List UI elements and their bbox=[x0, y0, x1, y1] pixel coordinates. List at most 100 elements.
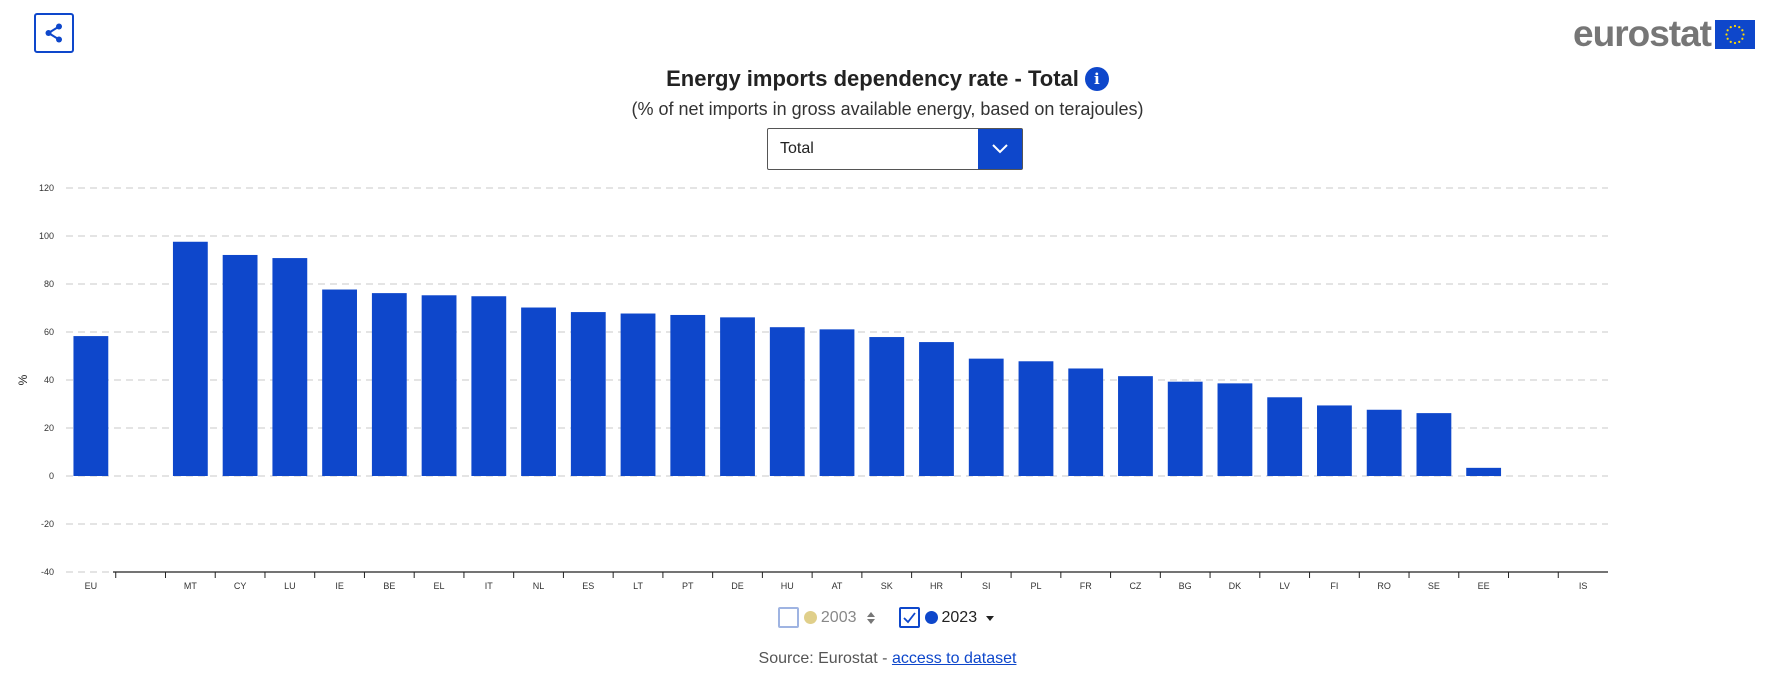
bar-nl[interactable] bbox=[521, 307, 556, 476]
flag-star bbox=[1742, 32, 1745, 36]
checkmark-icon bbox=[902, 612, 916, 624]
x-tick-label: PL bbox=[1030, 581, 1041, 591]
bar-fi[interactable] bbox=[1317, 405, 1352, 476]
legend-dot-2023 bbox=[924, 611, 938, 624]
flag-star bbox=[1738, 25, 1741, 28]
x-tick-label: DK bbox=[1229, 581, 1242, 591]
bar-be[interactable] bbox=[371, 293, 407, 476]
access-dataset-link[interactable]: access to dataset bbox=[891, 650, 1017, 667]
bar-sk[interactable] bbox=[869, 337, 905, 476]
x-tick-label: IE bbox=[335, 581, 344, 591]
source-text: Source: Eurostat - bbox=[758, 650, 892, 667]
bar-hr[interactable] bbox=[919, 342, 954, 476]
legend-item-2023[interactable]: 2023 bbox=[898, 607, 998, 628]
y-tick-label: 100 bbox=[39, 231, 54, 241]
flag-star bbox=[1726, 37, 1729, 40]
bar-chart: 120 100 80 60 40 20 0 -20 -40% EU MT CY LU IE BE EL IT NL… bbox=[16, 183, 1608, 591]
flag-star bbox=[1725, 32, 1728, 36]
bar-se[interactable] bbox=[1416, 413, 1452, 476]
flag-star bbox=[1729, 40, 1732, 43]
x-tick-label: DE bbox=[731, 581, 744, 591]
bar-es[interactable] bbox=[570, 312, 606, 476]
bar-ro[interactable] bbox=[1366, 409, 1402, 476]
indicator-select-value: Total bbox=[780, 140, 814, 157]
bar-at[interactable] bbox=[819, 329, 855, 476]
x-tick-label: EL bbox=[434, 581, 445, 591]
y-tick-label: 20 bbox=[44, 423, 54, 433]
flag-star bbox=[1741, 37, 1744, 40]
bar-ee[interactable] bbox=[1466, 467, 1502, 476]
flag-star bbox=[1738, 40, 1741, 43]
flag-star bbox=[1733, 41, 1737, 44]
bar-hu[interactable] bbox=[769, 327, 805, 476]
x-tick-label: CZ bbox=[1129, 581, 1141, 591]
caret-down-icon[interactable] bbox=[983, 611, 997, 625]
x-tick-label: PT bbox=[682, 581, 694, 591]
bar-lv[interactable] bbox=[1267, 397, 1303, 476]
bar-ie[interactable] bbox=[322, 289, 357, 476]
y-tick-label: 80 bbox=[44, 279, 54, 289]
share-button[interactable] bbox=[34, 13, 74, 53]
flag-star bbox=[1733, 24, 1737, 27]
x-tick-label: BE bbox=[383, 581, 395, 591]
source-line: Source: Eurostat - access to dataset bbox=[0, 650, 1775, 668]
x-tick-label: BG bbox=[1179, 581, 1192, 591]
x-tick-label: RO bbox=[1377, 581, 1391, 591]
bar-lt[interactable] bbox=[620, 313, 656, 476]
bar-fr[interactable] bbox=[1068, 368, 1104, 476]
y-tick-label: -20 bbox=[41, 519, 54, 529]
bar-de[interactable] bbox=[720, 317, 755, 476]
flag-star bbox=[1729, 25, 1732, 28]
x-tick-label: SI bbox=[982, 581, 991, 591]
x-tick-label: HR bbox=[930, 581, 943, 591]
x-tick-label: LT bbox=[633, 581, 643, 591]
y-axis-label: % bbox=[16, 374, 30, 385]
bar-si[interactable] bbox=[968, 358, 1004, 476]
x-tick-label: LU bbox=[284, 581, 296, 591]
x-tick-label: LV bbox=[1280, 581, 1290, 591]
x-tick-label: EE bbox=[1478, 581, 1490, 591]
bar-dk[interactable] bbox=[1217, 383, 1253, 476]
x-tick-label: IS bbox=[1579, 581, 1588, 591]
eu-flag-icon bbox=[1715, 19, 1755, 49]
legend-checkbox-2003[interactable] bbox=[777, 607, 799, 628]
info-icon[interactable]: i bbox=[1084, 67, 1109, 91]
y-tick-label: 120 bbox=[39, 183, 54, 193]
x-tick-label: ES bbox=[582, 581, 594, 591]
x-tick-label: CY bbox=[234, 581, 247, 591]
indicator-select[interactable]: Total bbox=[767, 128, 1023, 170]
x-tick-label: SK bbox=[881, 581, 893, 591]
y-tick-label: 40 bbox=[44, 375, 54, 385]
x-tick-label: FR bbox=[1080, 581, 1092, 591]
bar-pt[interactable] bbox=[670, 314, 706, 476]
bar-it[interactable] bbox=[471, 296, 507, 476]
flag-star bbox=[1741, 28, 1744, 31]
y-tick-label: 60 bbox=[44, 327, 54, 337]
y-tick-label: -40 bbox=[41, 567, 54, 577]
x-tick-label: FI bbox=[1330, 581, 1338, 591]
bar-bg[interactable] bbox=[1167, 381, 1203, 476]
x-tick-label: EU bbox=[85, 581, 98, 591]
bar-pl[interactable] bbox=[1018, 361, 1054, 476]
chevron-down-icon bbox=[992, 144, 1008, 154]
bar-mt[interactable] bbox=[172, 241, 208, 476]
bar-el[interactable] bbox=[421, 295, 457, 476]
legend-label-2003: 2003 bbox=[820, 608, 857, 626]
x-tick-label: MT bbox=[184, 581, 197, 591]
legend-item-2003[interactable]: 2003 bbox=[777, 607, 879, 628]
eurostat-logo: eurostat bbox=[1573, 14, 1755, 54]
sort-icon[interactable] bbox=[863, 610, 879, 626]
legend: 2003 2023 bbox=[0, 607, 1775, 628]
legend-label-2023: 2023 bbox=[941, 608, 978, 626]
flag-star bbox=[1726, 28, 1729, 31]
x-tick-label: HU bbox=[781, 581, 794, 591]
legend-dot-2003 bbox=[803, 611, 817, 624]
dropdown-toggle-button[interactable] bbox=[978, 129, 1022, 169]
bar-cz[interactable] bbox=[1118, 376, 1153, 476]
bar-cy[interactable] bbox=[222, 254, 258, 476]
bar-eu[interactable] bbox=[73, 336, 109, 476]
legend-checkbox-2023[interactable] bbox=[898, 607, 920, 628]
bar-lu[interactable] bbox=[272, 258, 308, 476]
x-tick-label: AT bbox=[832, 581, 843, 591]
chart-subtitle: (% of net imports in gross available ene… bbox=[631, 99, 1144, 119]
